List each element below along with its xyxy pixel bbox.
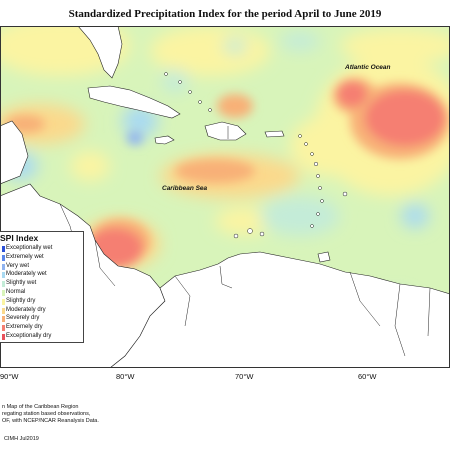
legend-label: Exceptionally dry bbox=[6, 333, 52, 339]
atlantic-ocean-label: Atlantic Ocean bbox=[344, 64, 391, 71]
legend-item: Severely dry bbox=[2, 315, 84, 324]
legend-item: Slightly wet bbox=[2, 280, 84, 289]
legend-swatch bbox=[2, 290, 5, 296]
lon-label-80w: 80°W bbox=[116, 372, 135, 381]
legend-swatch bbox=[2, 334, 5, 340]
credit-text: CIMH Jul2019 bbox=[4, 436, 39, 442]
legend-label: Slightly dry bbox=[6, 297, 36, 304]
legend-label: Extremely wet bbox=[6, 253, 44, 260]
legend-item: Moderately dry bbox=[2, 307, 84, 316]
legend-swatch bbox=[2, 281, 5, 288]
legend-item: Exceptionally dry bbox=[2, 333, 84, 342]
legend-item: Moderately wet bbox=[2, 271, 84, 280]
legend-label: Moderately wet bbox=[6, 271, 47, 278]
legend-label: Moderately dry bbox=[6, 306, 46, 313]
legend-item: Extremely wet bbox=[2, 254, 84, 263]
map-footnote: n Map of the Caribbean Region regating s… bbox=[2, 404, 202, 425]
legend-label: Very wet bbox=[6, 262, 30, 269]
legend-swatch bbox=[2, 325, 5, 332]
legend-item: Slightly dry bbox=[2, 298, 84, 307]
legend-swatch bbox=[2, 307, 5, 314]
footnote-line: OF, with NCEP/NCAR Reanalysis Data. bbox=[2, 418, 99, 424]
legend-swatch bbox=[2, 263, 5, 270]
legend-item: Normal bbox=[2, 289, 84, 298]
legend-label: Severely dry bbox=[6, 315, 40, 322]
legend-item: Extremely dry bbox=[2, 324, 84, 333]
footnote-line: n Map of the Caribbean Region bbox=[2, 404, 79, 410]
legend-swatch bbox=[2, 298, 5, 305]
lon-label-60w: 60°W bbox=[358, 372, 377, 381]
legend-item: Very wet bbox=[2, 263, 84, 272]
spi-legend: SPI Index Exceptionally wet Extremely wet… bbox=[0, 231, 84, 343]
legend-label: Slightly wet bbox=[6, 280, 37, 287]
footnote-line: regating station based observations, bbox=[2, 411, 91, 417]
map-title: Standardized Precipitation Index for the… bbox=[68, 8, 382, 20]
legend-label: Normal bbox=[6, 289, 26, 295]
legend-label: Extremely dry bbox=[6, 324, 43, 331]
legend-swatch bbox=[2, 254, 5, 261]
legend-label: Exceptionally wet bbox=[6, 245, 53, 251]
legend-title: SPI Index bbox=[0, 233, 39, 243]
legend-swatch bbox=[2, 272, 5, 279]
caribbean-sea-label: Caribbean Sea bbox=[162, 185, 208, 192]
lesser-antilles bbox=[164, 72, 348, 239]
legend-item: Exceptionally wet bbox=[2, 245, 84, 254]
legend-swatch bbox=[2, 316, 5, 323]
lon-label-70w: 70°W bbox=[235, 372, 254, 381]
lon-label-90w: 90°W bbox=[0, 372, 19, 381]
legend-swatch bbox=[2, 246, 5, 252]
